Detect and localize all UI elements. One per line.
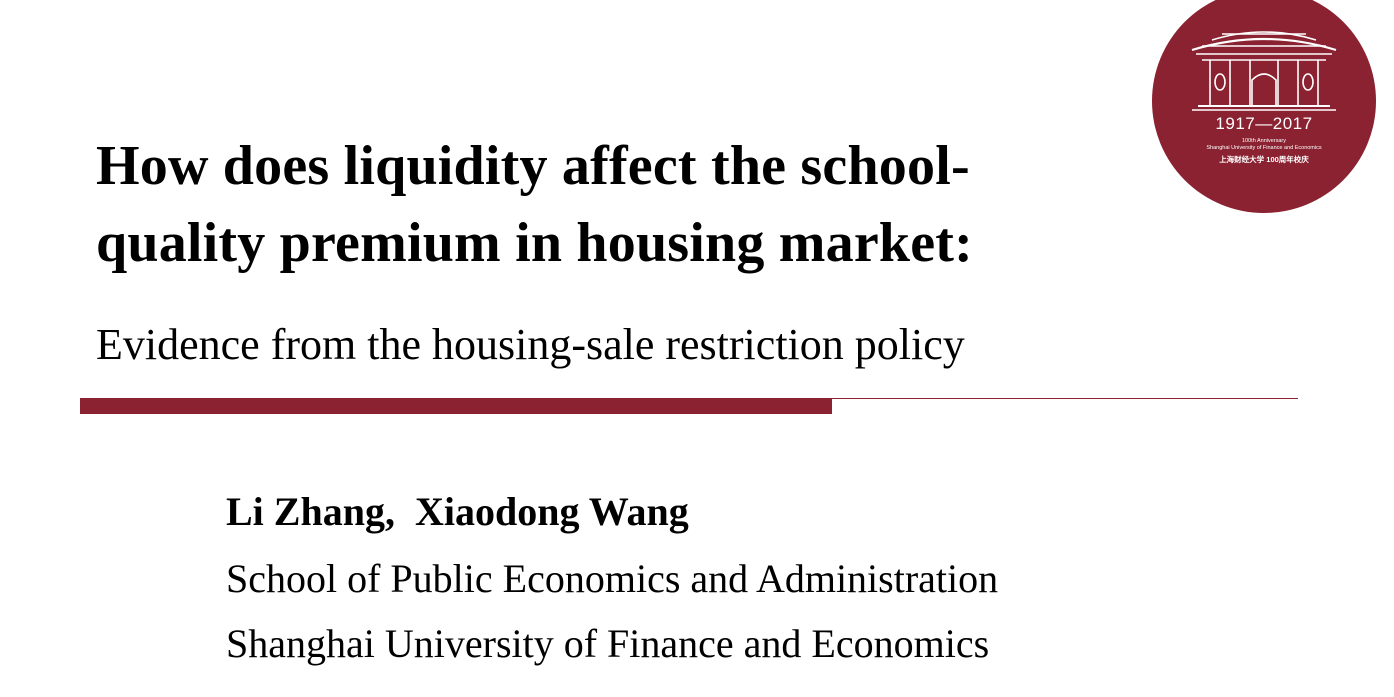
logo-anniversary-text: 100th Anniversary — [1241, 138, 1287, 144]
affiliation-university: Shanghai University of Finance and Econo… — [226, 621, 990, 666]
university-anniversary-logo: 1917—2017 100th Anniversary Shanghai Uni… — [1152, 0, 1376, 214]
author-names: Li Zhang, Xiaodong Wang — [226, 489, 689, 534]
slide-subtitle: Evidence from the housing-sale restricti… — [96, 320, 965, 369]
title-line-1: How does liquidity affect the school- — [96, 135, 970, 197]
slide-title: How does liquidity affect the school- qu… — [96, 128, 1136, 282]
accent-rule-thick — [80, 398, 832, 414]
accent-rule-thin — [832, 398, 1298, 399]
logo-years: 1917—2017 — [1215, 114, 1313, 133]
logo-chinese-text: 上海财经大学 100周年校庆 — [1219, 155, 1309, 164]
university-gate-icon — [1191, 31, 1337, 111]
logo-university-text: Shanghai University of Finance and Econo… — [1206, 145, 1322, 151]
affiliation-school: School of Public Economics and Administr… — [226, 556, 999, 601]
logo-badge — [1152, 0, 1376, 213]
title-line-2: quality premium in housing market: — [96, 212, 973, 274]
